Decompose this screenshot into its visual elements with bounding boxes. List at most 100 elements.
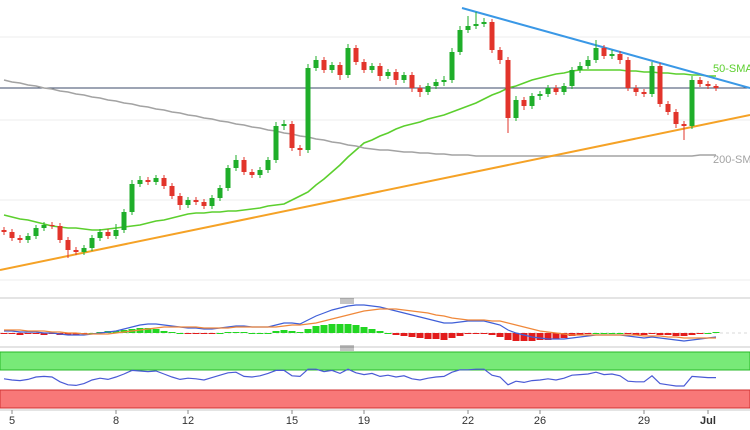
candle-body — [457, 30, 463, 52]
macd-histogram-bar — [200, 333, 208, 334]
macd-histogram-bar — [464, 333, 472, 334]
x-tick-label: 12 — [182, 415, 194, 427]
macd-histogram-bar — [376, 331, 384, 333]
candle-body — [177, 196, 183, 205]
macd-histogram-bar — [192, 333, 200, 334]
lower-band — [0, 389, 750, 409]
macd-histogram-bar — [592, 333, 600, 334]
macd-histogram-bar — [40, 333, 48, 335]
macd-histogram-bar — [216, 333, 224, 334]
candle-body — [9, 232, 15, 238]
macd-histogram-bar — [408, 333, 416, 337]
macd-histogram-bar — [336, 324, 344, 333]
candle-body — [193, 200, 199, 202]
candle-body — [361, 62, 367, 70]
macd-histogram-bar — [472, 333, 480, 334]
candle-body — [673, 112, 679, 124]
candle-body — [665, 104, 671, 112]
macd-histogram-bar — [648, 333, 656, 334]
macd-histogram-bar — [304, 329, 312, 333]
candle-body — [281, 124, 287, 126]
candle-body — [233, 160, 239, 168]
x-tick-label: Jul — [700, 415, 716, 427]
candle-body — [497, 50, 503, 60]
series-label: 50-SMA — [713, 63, 750, 75]
candle-body — [289, 124, 295, 148]
macd-histogram-bar — [424, 333, 432, 339]
candle-body — [249, 172, 255, 175]
candle-body — [633, 88, 639, 92]
candle-body — [369, 66, 375, 70]
candle-body — [337, 65, 343, 75]
candle-body — [1, 230, 7, 232]
candle-body — [225, 168, 231, 188]
macd-histogram-bar — [560, 333, 568, 338]
macd-histogram-bar — [112, 331, 120, 333]
macd-histogram-bar — [416, 333, 424, 338]
candle-body — [305, 68, 311, 150]
candle-body — [161, 178, 167, 186]
candle-body — [513, 100, 519, 118]
macd-histogram-bar — [248, 333, 256, 334]
x-tick-label: 8 — [113, 415, 119, 427]
macd-histogram-bar — [296, 332, 304, 333]
x-tick-label: 22 — [462, 415, 474, 427]
candle-body — [657, 66, 663, 104]
macd-histogram-bar — [496, 333, 504, 337]
candle-body — [617, 54, 623, 60]
macd-histogram-bar — [664, 333, 672, 335]
macd-histogram-bar — [704, 333, 712, 334]
macd-histogram-bar — [32, 333, 40, 334]
macd-histogram-bar — [536, 333, 544, 340]
macd-histogram-bar — [480, 333, 488, 334]
candle-body — [585, 60, 591, 66]
macd-histogram-bar — [360, 327, 368, 333]
candle-body — [481, 22, 487, 24]
macd-histogram-bar — [400, 333, 408, 336]
macd-histogram-bar — [224, 332, 232, 333]
candle-body — [705, 84, 711, 86]
candle-body — [553, 88, 559, 92]
candle-body — [201, 202, 207, 206]
resize-grip[interactable] — [340, 298, 354, 351]
candle-body — [297, 148, 303, 150]
candle-body — [529, 96, 535, 106]
candle-body — [609, 54, 615, 56]
macd-histogram-bar — [72, 333, 80, 335]
macd-histogram-bar — [64, 333, 72, 335]
macd-histogram-bar — [488, 333, 496, 335]
macd-histogram-bar — [344, 324, 352, 333]
background-grid — [0, 36, 750, 281]
candle-body — [561, 86, 567, 92]
moving-average-line — [3, 79, 716, 157]
candle-body — [601, 48, 607, 56]
candle-body — [473, 24, 479, 26]
candle-body — [113, 230, 119, 236]
macd-histogram-bar — [256, 333, 264, 334]
candle-body — [417, 88, 423, 92]
macd-histogram-bar — [144, 328, 152, 333]
macd-histogram-bar — [16, 333, 24, 335]
candle-body — [313, 60, 319, 68]
macd-histogram-bar — [208, 333, 216, 334]
macd-histogram-bar — [24, 333, 32, 334]
macd-histogram-bar — [680, 333, 688, 336]
candle-body — [649, 66, 655, 94]
upper-band — [0, 351, 750, 371]
candle-body — [449, 52, 455, 80]
candle-body — [593, 48, 599, 60]
candle-body — [377, 66, 383, 76]
candle-body — [489, 22, 495, 50]
macd-histogram-bar — [576, 333, 584, 335]
candle-body — [689, 80, 695, 126]
candle-body — [505, 60, 511, 118]
macd-histogram-bar — [656, 333, 664, 335]
macd-histogram-bar — [624, 333, 632, 334]
rsi-line — [3, 368, 716, 387]
candle-body — [385, 72, 391, 76]
candle-body — [537, 94, 543, 96]
candle-body — [185, 200, 191, 205]
macd-histogram-bar — [288, 331, 296, 333]
macd-histogram-bar — [240, 332, 248, 333]
candle-body — [345, 48, 351, 75]
